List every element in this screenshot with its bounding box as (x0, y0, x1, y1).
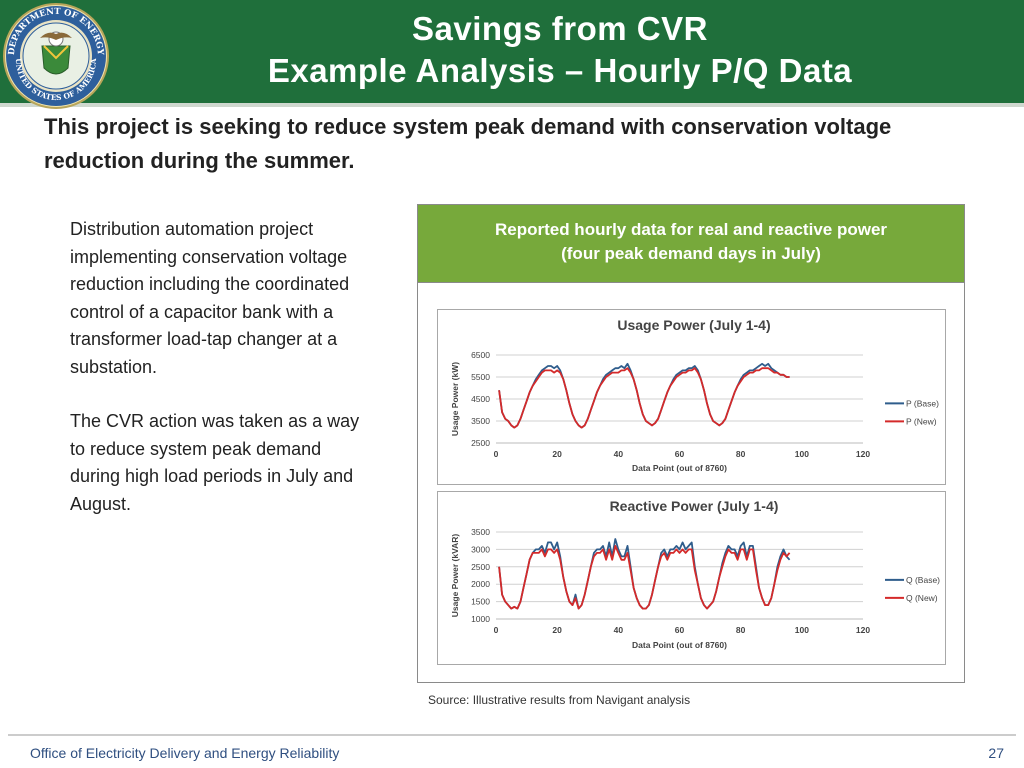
header-rule (0, 103, 1024, 107)
x-tick-label: 40 (614, 449, 624, 459)
slide-title: Savings from CVR Example Analysis – Hour… (120, 8, 1000, 92)
reactive-power-chart: Reactive Power (July 1-4)100015002000250… (450, 498, 940, 650)
department-seal-logo: DEPARTMENT OF ENERGY UNITED STATES OF AM… (3, 3, 109, 109)
y-tick-label: 5500 (471, 372, 490, 382)
y-tick-label: 2000 (471, 579, 490, 589)
y-tick-label: 2500 (471, 438, 490, 448)
source-note: Source: Illustrative results from Naviga… (428, 693, 691, 707)
page-number: 27 (988, 745, 1004, 761)
reactive-power-chart-box: Reactive Power (July 1-4) 1000 1500 2000 250… (437, 491, 946, 665)
x-tick-label: 0 (494, 449, 499, 459)
y-tick-label: 2500 (471, 562, 490, 572)
legend-label: Q (Base) (906, 575, 940, 585)
footer-rule (8, 734, 1016, 736)
description-paragraph-1: Distribution automation project implemen… (70, 219, 350, 377)
series-line-new (498, 545, 791, 610)
y-tick-label: 3500 (471, 527, 490, 537)
legend-label: Q (New) (906, 593, 938, 603)
chart-panel-header: Reported hourly data for real and reacti… (418, 205, 964, 283)
x-tick-label: 100 (795, 449, 809, 459)
slide-title-line2: Example Analysis – Hourly P/Q Data (267, 52, 853, 89)
usage-power-chart-box: Usage Power (July 1-4) 2500 3500 4500 5500 65… (437, 309, 946, 485)
description-paragraph-2: The CVR action was taken as a way to red… (70, 411, 360, 514)
header-bar (0, 0, 1024, 103)
description-text: Distribution automation project implemen… (70, 216, 375, 545)
x-tick-label: 100 (795, 625, 809, 635)
series-line-new (498, 367, 790, 429)
y-tick-label: 1000 (471, 614, 490, 624)
y-axis-label: Usage Power (kVAR) (450, 534, 460, 618)
slide-title-line1: Savings from CVR (412, 10, 708, 47)
x-tick-label: 60 (675, 449, 685, 459)
x-tick-label: 60 (675, 625, 685, 635)
y-tick-label: 6500 (471, 350, 490, 360)
y-axis-label: Usage Power (kW) (450, 362, 460, 436)
chart-title: Usage Power (July 1-4) (617, 317, 770, 333)
footer-office-name: Office of Electricity Delivery and Energ… (30, 745, 340, 761)
usage-power-chart: Usage Power (July 1-4) 2500 3500 4500 5500 65… (450, 317, 939, 473)
y-tick-label: 1500 (471, 597, 490, 607)
chart-panel-header-line2: (four peak demand days in July) (561, 244, 821, 263)
y-tick-label: 3000 (471, 544, 490, 554)
slide-subtitle: This project is seeking to reduce system… (44, 114, 892, 173)
x-tick-label: 120 (856, 449, 870, 459)
x-tick-label: 120 (856, 625, 870, 635)
x-axis-label: Data Point (out of 8760) (632, 463, 727, 473)
x-tick-label: 80 (736, 449, 746, 459)
x-tick-label: 20 (552, 625, 562, 635)
legend-label: P (Base) (906, 398, 939, 408)
x-axis-label: Data Point (out of 8760) (632, 640, 727, 650)
chart-panel-header-line1: Reported hourly data for real and reacti… (494, 220, 888, 239)
chart-panel: Reported hourly data for real and reacti… (417, 204, 965, 683)
x-tick-label: 20 (552, 449, 562, 459)
chart-title: Reactive Power (July 1-4) (610, 498, 779, 514)
x-tick-label: 80 (736, 625, 746, 635)
x-tick-label: 40 (614, 625, 624, 635)
y-tick-label: 4500 (471, 394, 490, 404)
legend-label: P (New) (906, 416, 937, 426)
x-tick-label: 0 (494, 625, 499, 635)
y-tick-label: 3500 (471, 416, 490, 426)
